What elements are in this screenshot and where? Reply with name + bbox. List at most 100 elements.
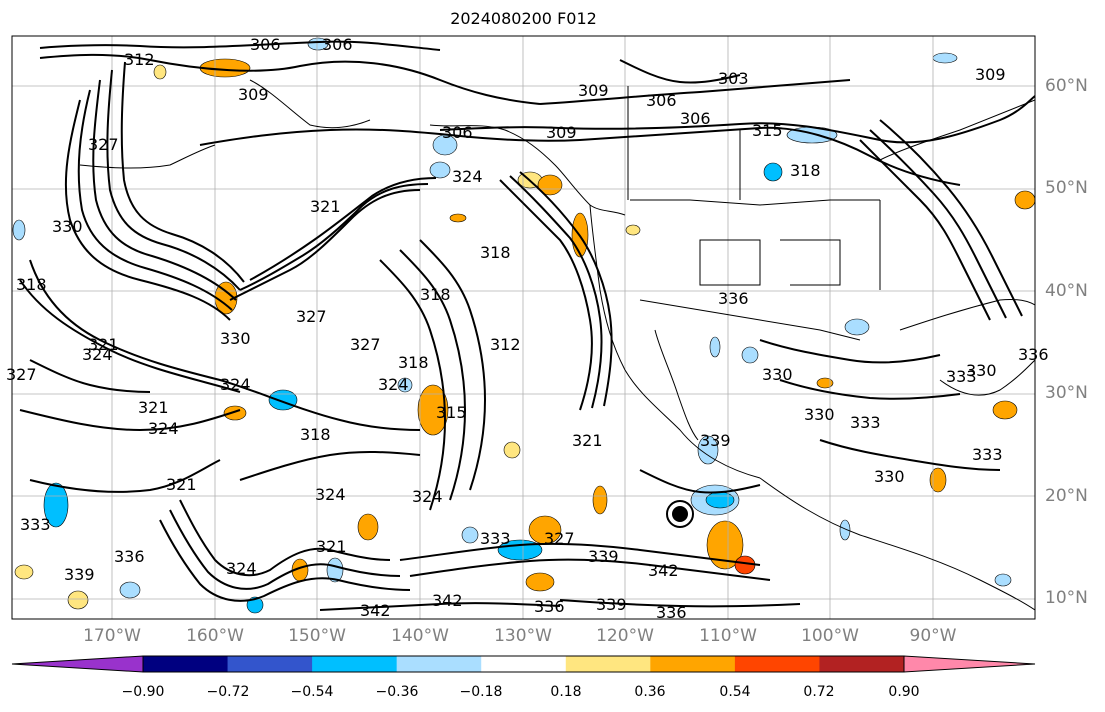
contour-label: 306 <box>680 109 711 128</box>
contour-label: 336 <box>114 547 145 566</box>
contour-label: 324 <box>148 419 179 438</box>
lon-label: 140°W <box>391 626 449 646</box>
colorbar <box>11 655 1036 673</box>
colorbar-tick-label: −0.18 <box>459 684 503 700</box>
contour-label: 324 <box>452 167 483 186</box>
contour-label: 324 <box>412 487 443 506</box>
colorbar-tick-label: 0.18 <box>550 684 582 700</box>
contour-label: 321 <box>166 475 197 494</box>
colorbar-tick-label: 0.72 <box>803 684 835 700</box>
contour-label: 315 <box>752 121 783 140</box>
contour-label: 333 <box>850 413 881 432</box>
contour-label: 336 <box>534 597 565 616</box>
coastlines <box>79 79 1035 611</box>
colorbar-bin <box>312 656 398 672</box>
map-frame <box>11 35 1036 620</box>
contour-label: 318 <box>790 161 821 180</box>
contour-label: 318 <box>300 425 331 444</box>
contour-label: 312 <box>124 50 155 69</box>
contour-lines <box>19 40 1035 611</box>
contour-label: 312 <box>490 335 521 354</box>
contour-label: 318 <box>420 285 451 304</box>
colorbar-bin <box>650 656 736 672</box>
contour-label: 309 <box>975 65 1006 84</box>
lat-label: 30°N <box>1045 383 1088 403</box>
contour-label: 327 <box>6 365 37 384</box>
colorbar-bin <box>734 656 820 672</box>
contour-label: 309 <box>578 81 609 100</box>
lon-label: 90°W <box>909 626 957 646</box>
contour-labels: 312 306 306 309 303 309 309 306 306 315 … <box>6 35 1049 622</box>
colorbar-bin <box>565 656 651 672</box>
contour-label: 327 <box>296 307 327 326</box>
colorbar-tick-label: 0.90 <box>888 684 920 700</box>
contour-label: 318 <box>398 353 429 372</box>
contour-label: 339 <box>64 565 95 584</box>
lat-label: 50°N <box>1045 178 1088 198</box>
contour-label: 342 <box>360 601 391 620</box>
lat-label: 40°N <box>1045 281 1088 301</box>
lat-label: 20°N <box>1045 486 1088 506</box>
contour-label: 321 <box>88 335 119 354</box>
lon-label: 130°W <box>494 626 552 646</box>
shaded-fields <box>12 37 1035 614</box>
contour-label: 327 <box>350 335 381 354</box>
colorbar-tick-label: −0.36 <box>375 684 419 700</box>
lon-label: 100°W <box>801 626 859 646</box>
contour-label: 330 <box>52 217 83 236</box>
lon-label: 110°W <box>699 626 757 646</box>
contour-label: 339 <box>700 431 731 450</box>
contour-label: 333 <box>972 445 1003 464</box>
contour-label: 336 <box>1018 345 1049 364</box>
contour-label: 315 <box>436 403 467 422</box>
colorbar-min-extend <box>11 655 144 673</box>
contour-label: 324 <box>226 559 257 578</box>
contour-label: 309 <box>546 123 577 142</box>
contour-label: 330 <box>966 361 997 380</box>
contour-label: 333 <box>480 529 511 548</box>
contour-label: 330 <box>874 467 905 486</box>
contour-label: 306 <box>646 91 677 110</box>
colorbar-bin <box>819 656 905 672</box>
contour-label: 321 <box>310 197 341 216</box>
colorbar-tick-label: 0.54 <box>719 684 751 700</box>
colorbar-tick-label: −0.72 <box>206 684 250 700</box>
lon-label: 150°W <box>288 626 346 646</box>
contour-label: 342 <box>648 561 679 580</box>
contour-label: 342 <box>432 591 463 610</box>
contour-label: 327 <box>544 529 575 548</box>
colorbar-tick-label: −0.54 <box>290 684 334 700</box>
lat-label: 10°N <box>1045 588 1088 608</box>
contour-label: 318 <box>480 243 511 262</box>
contour-label: 336 <box>656 603 687 622</box>
contour-label: 339 <box>596 595 627 614</box>
colorbar-frame <box>142 655 905 673</box>
contour-label: 333 <box>20 515 51 534</box>
contour-label: 321 <box>572 431 603 450</box>
colorbar-bins <box>143 656 905 672</box>
contour-label: 324 <box>378 375 409 394</box>
colorbar-tick-label: 0.36 <box>634 684 666 700</box>
colorbar-max-extend <box>903 655 1036 673</box>
contour-label: 306 <box>250 35 281 54</box>
contour-label: 321 <box>138 398 169 417</box>
contour-label: 309 <box>238 85 269 104</box>
colorbar-bin <box>396 656 482 672</box>
contour-label: 318 <box>16 275 47 294</box>
contour-label: 327 <box>88 135 119 154</box>
contour-label: 330 <box>220 329 251 348</box>
contour-label: 330 <box>762 365 793 384</box>
contour-label: 324 <box>220 375 251 394</box>
map-title: 2024080200 F012 <box>450 9 597 28</box>
contour-label: 339 <box>588 547 619 566</box>
contour-label: 324 <box>82 345 113 364</box>
lon-label: 170°W <box>83 626 141 646</box>
lat-label: 60°N <box>1045 76 1088 96</box>
map-plot-area <box>12 36 1035 619</box>
contour-label: 336 <box>718 289 749 308</box>
contour-label: 321 <box>316 537 347 556</box>
cyclone-marker <box>666 500 694 528</box>
contour-label: 333 <box>946 367 977 386</box>
lon-label: 160°W <box>186 626 244 646</box>
